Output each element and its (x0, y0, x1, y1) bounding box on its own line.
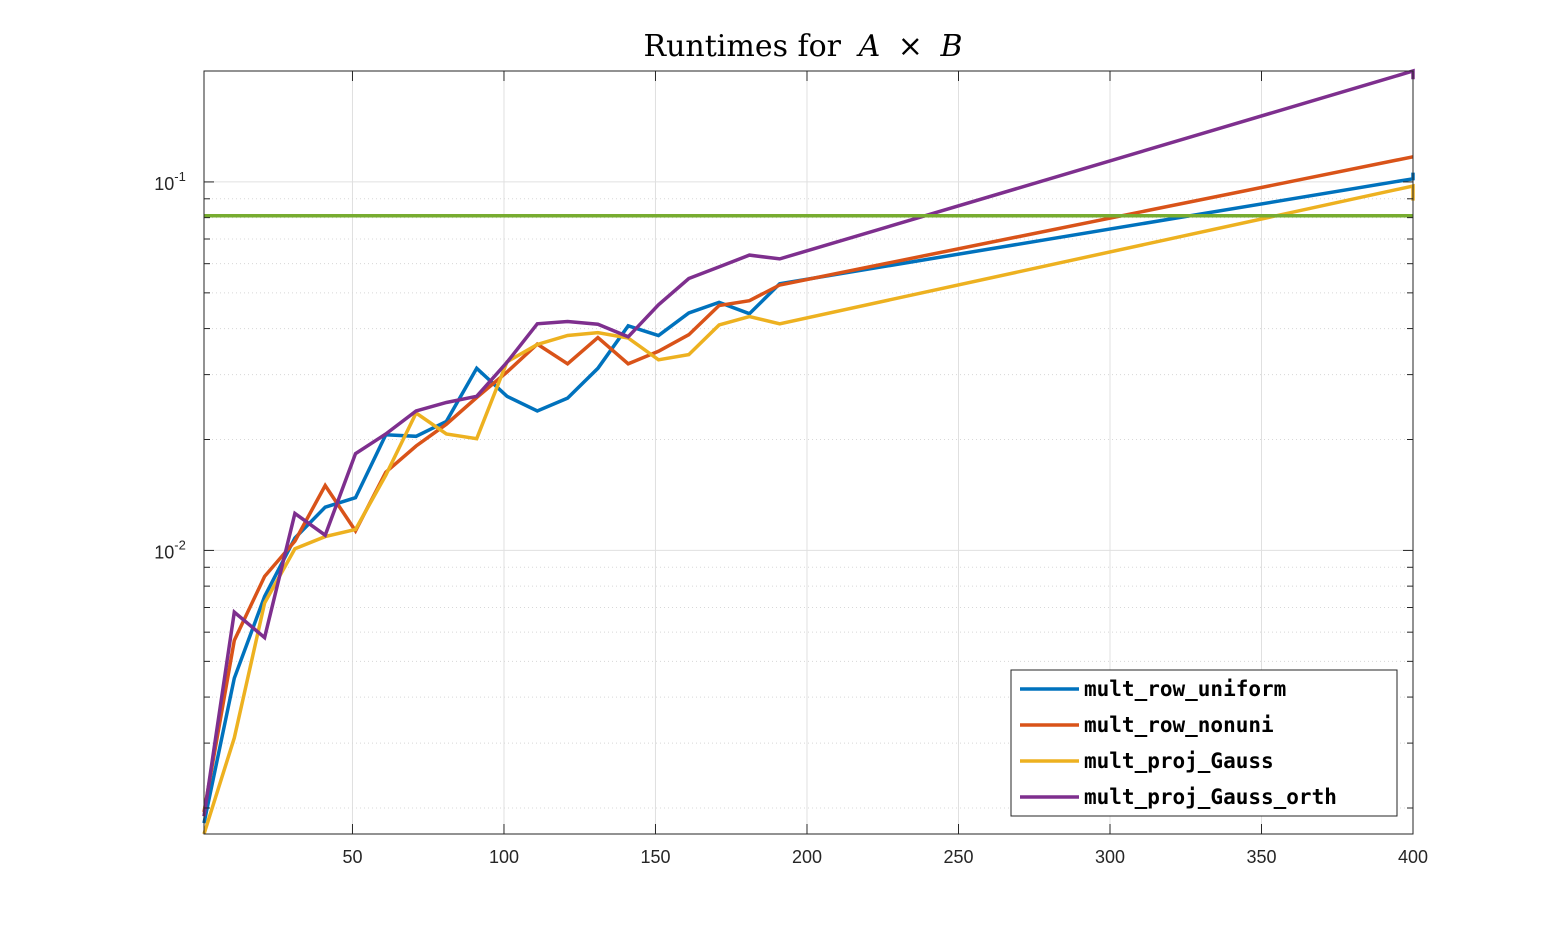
legend: mult_row_uniform mult_row_nonuni mult_proj… (1010, 669, 1398, 817)
y-tick-label: 10-2 (154, 537, 186, 562)
y-tick-label-base: 10 (154, 174, 174, 194)
legend-label: mult_row_uniform (1084, 677, 1286, 701)
x-tick-label: 150 (640, 847, 670, 867)
plot-frame (203, 70, 1414, 835)
series-layer (202, 68, 1415, 835)
x-tick-label: 400 (1398, 847, 1428, 867)
y-tick-label-base: 10 (154, 542, 174, 562)
chart-title-prefix: Runtimes for (643, 29, 841, 64)
legend-box (1010, 669, 1398, 817)
x-tick-label: 100 (489, 847, 519, 867)
x-tick-label: 250 (943, 847, 973, 867)
chart-title-var-a: A (856, 29, 881, 64)
chart-title: Runtimes for A × B (643, 29, 962, 64)
x-tick-label: 300 (1095, 847, 1125, 867)
y-tick-label: 10-1 (154, 169, 186, 194)
y-tick-label-exponent: -2 (174, 537, 186, 552)
grid-layer (204, 71, 1413, 834)
legend-label: mult_proj_Gauss_orth (1084, 785, 1337, 809)
x-tick-label: 200 (792, 847, 822, 867)
legend-label: mult_proj_Gauss (1084, 749, 1274, 773)
x-tick-label: 50 (342, 847, 362, 867)
series-line-mult-proj-gauss-orth (202, 68, 1415, 817)
y-tick-label-exponent: -1 (174, 169, 186, 184)
chart-title-var-b: B (939, 29, 962, 64)
x-tick-label: 350 (1246, 847, 1276, 867)
legend-label: mult_row_nonuni (1084, 713, 1274, 737)
chart-title-times: × (898, 29, 923, 64)
series-line-mult-proj-gauss (202, 183, 1415, 835)
